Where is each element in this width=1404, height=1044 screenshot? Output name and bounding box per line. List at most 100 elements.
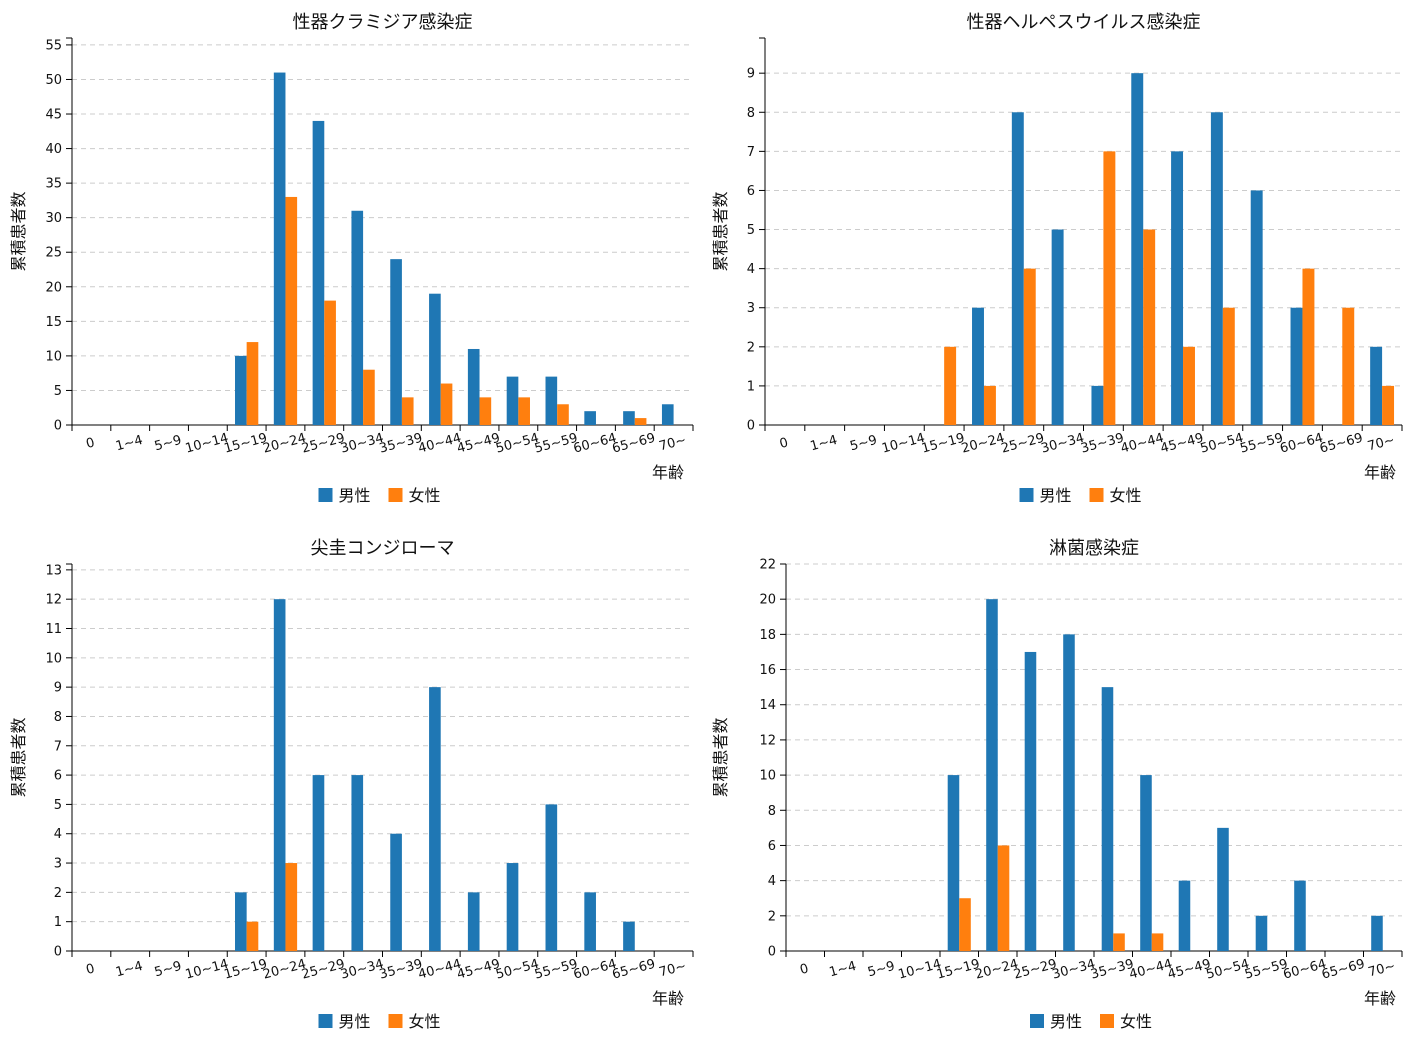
y-tick-label: 16: [759, 663, 776, 678]
bar-female: [1113, 933, 1125, 951]
bar-male: [1217, 827, 1229, 951]
y-tick-label: 40: [45, 142, 62, 157]
bar-male: [235, 892, 247, 951]
bar-male: [1178, 880, 1191, 951]
y-tick-label: 10: [45, 651, 62, 666]
chart-panel-herpes: 性器ヘルペスウイルス感染症 0 1 2 3 4 5 6 7 8 9 累積患者数 0 1~4 5~9 10~14…: [702, 0, 1404, 518]
bar-male: [390, 259, 402, 425]
y-tick-label: 2: [747, 340, 755, 355]
bar-male: [351, 210, 364, 425]
y-tick-label: 6: [54, 769, 62, 784]
chart-panel-chlamydia: 性器クラミジア感染症 0 5 10 15 20 25 30 35 40 45 50 55 累積患者数 0 1~…: [0, 0, 702, 518]
chart-title: 性器クラミジア感染症: [293, 12, 473, 33]
bar-male: [1210, 112, 1223, 425]
y-tick-label: 8: [54, 710, 62, 725]
y-tick-label: 0: [54, 945, 62, 960]
bar-female: [246, 921, 259, 951]
legend-label: 女性: [1110, 486, 1142, 505]
y-tick-label: 2: [768, 909, 776, 924]
bar-male: [623, 411, 635, 425]
bar-female: [363, 369, 375, 425]
legend-swatch: [1030, 1014, 1044, 1028]
y-tick-label: 0: [54, 419, 62, 434]
y-tick-label: 10: [45, 349, 62, 364]
x-tick-label: 1~4: [114, 433, 144, 455]
bar-male: [1140, 775, 1152, 951]
bar-female: [518, 397, 530, 425]
legend-label: 女性: [409, 1012, 441, 1031]
y-tick-label: 30: [45, 211, 62, 226]
bar-male: [1091, 385, 1104, 425]
y-axis-label: 累積患者数: [711, 717, 730, 797]
x-tick-label: 5~9: [153, 433, 183, 455]
legend-swatch: [388, 1014, 403, 1028]
y-tick-label: 8: [768, 804, 776, 819]
bar-female: [1103, 151, 1116, 425]
y-tick-label: 18: [759, 628, 776, 643]
y-tick-label: 10: [759, 769, 776, 784]
legend-swatch: [318, 1014, 333, 1028]
y-tick-label: 22: [759, 558, 776, 573]
bar-female: [285, 863, 298, 951]
bar-female: [634, 418, 647, 425]
legend-label: 男性: [339, 1012, 371, 1031]
bar-male: [506, 863, 519, 951]
y-tick-label: 5: [747, 223, 755, 238]
x-tick-label: 65~69: [1318, 431, 1364, 457]
y-tick-label: 1: [747, 379, 755, 394]
bar-female: [401, 397, 414, 425]
y-tick-label: 14: [759, 698, 776, 713]
bar-male: [947, 775, 960, 951]
x-tick-label: 65~69: [611, 431, 657, 457]
chart-svg: 性器クラミジア感染症 0 5 10 15 20 25 30 35 40 45 50 55 累積患者数 0 1~…: [9, 12, 694, 505]
x-tick-label: 70~: [1366, 433, 1396, 455]
bar-male: [312, 120, 325, 425]
y-axis-label: 累積患者数: [9, 717, 28, 797]
bar-male: [235, 355, 247, 425]
bar-female: [1302, 268, 1315, 425]
y-tick-label: 6: [768, 839, 776, 854]
bar-male: [1250, 190, 1263, 425]
y-tick-label: 45: [45, 108, 62, 123]
legend-swatch: [1019, 488, 1034, 502]
x-tick-label: 5~9: [866, 959, 896, 981]
bar-male: [986, 599, 998, 951]
chart-title: 淋菌感染症: [1049, 538, 1139, 559]
bar-male: [467, 892, 480, 951]
bar-female: [557, 404, 569, 425]
bar-male: [1101, 687, 1114, 951]
bar-female: [1222, 307, 1235, 425]
bar-male: [1051, 229, 1064, 425]
y-tick-label: 2: [54, 886, 62, 901]
x-tick-label: 0: [798, 961, 810, 978]
bar-male: [351, 775, 364, 951]
y-tick-label: 4: [747, 262, 755, 277]
legend-swatch: [1100, 1014, 1114, 1028]
x-tick-label: 0: [85, 961, 97, 978]
bar-male: [1063, 634, 1075, 951]
bar-female: [440, 383, 453, 425]
legend-swatch: [388, 488, 403, 502]
bar-male: [1371, 915, 1383, 951]
legend-swatch: [1089, 488, 1104, 502]
legend-swatch: [318, 488, 333, 502]
bar-female: [1023, 268, 1036, 425]
bar-male: [1255, 915, 1268, 951]
x-tick-label: 0: [85, 435, 97, 452]
chart-panel-condyloma: 尖圭コンジローマ 0 1 2 3 4 5 6 7 8 9 10 11 12 13 累積患者数 0 1~4 5~9 10…: [0, 526, 702, 1044]
chart-panel-gonorrhea: 淋菌感染症 0 2 4 6 8 10 12 14 16 18 20 22 累積患者数 0 1~4 5~9 10~1…: [702, 526, 1404, 1044]
x-tick-label: 5~9: [153, 959, 183, 981]
y-tick-label: 0: [768, 945, 776, 960]
bar-male: [1290, 307, 1303, 425]
bar-male: [273, 72, 286, 425]
bar-male: [273, 599, 286, 951]
bar-female: [1143, 229, 1156, 425]
bar-male: [1024, 651, 1037, 951]
y-tick-label: 6: [747, 184, 755, 199]
bar-male: [1370, 346, 1383, 425]
legend-label: 男性: [1050, 1012, 1082, 1031]
bar-male: [623, 921, 635, 951]
y-tick-label: 12: [45, 593, 62, 608]
y-tick-label: 50: [45, 73, 62, 88]
bar-male: [661, 404, 674, 425]
